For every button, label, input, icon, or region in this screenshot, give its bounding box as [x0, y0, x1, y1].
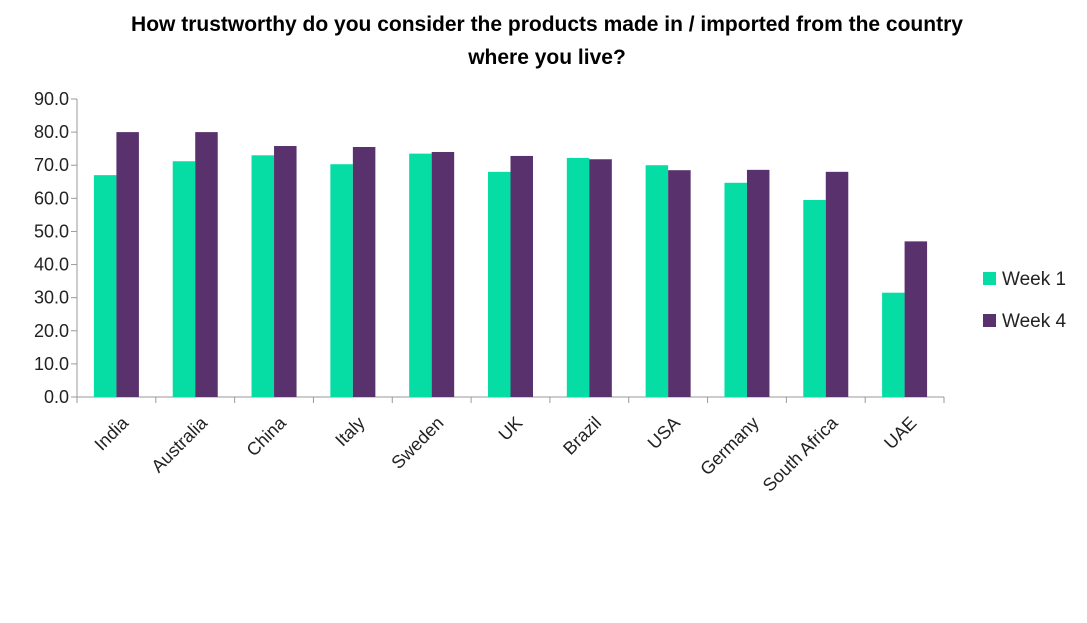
y-tick-label: 10.0	[34, 354, 69, 374]
bar-week-4	[116, 132, 139, 397]
legend: Week 1 Week 4	[983, 269, 1067, 332]
legend-swatch	[983, 272, 996, 285]
y-tick-label: 0.0	[44, 387, 69, 407]
y-tick-label: 80.0	[34, 122, 69, 142]
legend-label: Week 1	[1002, 269, 1066, 290]
y-tick-label: 90.0	[34, 89, 69, 109]
y-tick-label: 70.0	[34, 155, 69, 175]
bar-week-4	[746, 169, 770, 397]
bar-week-1	[566, 157, 590, 397]
bar-week-1	[251, 155, 275, 397]
bar-week-4	[352, 147, 376, 397]
x-category-label: Australia	[147, 412, 211, 476]
x-category-label: Italy	[331, 413, 368, 450]
bar-week-1	[803, 199, 826, 397]
y-tick-label: 40.0	[34, 255, 69, 275]
bar-week-1	[93, 175, 117, 397]
bar-week-1	[409, 153, 432, 397]
x-axis-labels: India Australia China Italy Sweden UK Brazil US…	[91, 412, 921, 495]
bar-week-1	[724, 182, 747, 397]
chart-title: How trustworthy do you consider the prod…	[131, 13, 963, 69]
x-category-label: USA	[644, 413, 684, 453]
bar-week-4	[274, 146, 297, 397]
x-category-label: Sweden	[387, 413, 447, 473]
bar-week-4	[668, 170, 691, 397]
y-tick-label: 50.0	[34, 221, 69, 241]
bar-week-4	[589, 159, 612, 397]
bar-week-4	[431, 151, 455, 397]
bar-week-1	[172, 161, 196, 397]
bar-week-4	[510, 155, 533, 397]
bar-week-1	[882, 292, 905, 397]
bar-week-1	[330, 164, 353, 397]
x-category-label: UK	[495, 413, 527, 445]
x-category-label: Brazil	[559, 413, 605, 459]
y-tick-label: 20.0	[34, 321, 69, 341]
bar-week-4	[195, 132, 218, 397]
bar-week-4	[904, 241, 928, 397]
y-tick-label: 30.0	[34, 288, 69, 308]
x-category-label: India	[91, 412, 133, 454]
bar-week-1	[488, 171, 511, 397]
x-category-label: Germany	[696, 413, 762, 479]
bar-week-4	[825, 171, 849, 397]
x-category-label: China	[243, 412, 291, 460]
x-category-label: UAE	[880, 413, 920, 453]
legend-swatch	[983, 314, 996, 327]
y-tick-label: 60.0	[34, 188, 69, 208]
bar-week-1	[645, 165, 669, 397]
y-axis-ticks: 0.0 10.0 20.0 30.0 40.0 50.0 60.0 70.0 80.0 90.0	[34, 89, 77, 407]
legend-label: Week 4	[1002, 311, 1067, 332]
x-category-label: South Africa	[759, 412, 842, 495]
bars	[93, 132, 928, 397]
